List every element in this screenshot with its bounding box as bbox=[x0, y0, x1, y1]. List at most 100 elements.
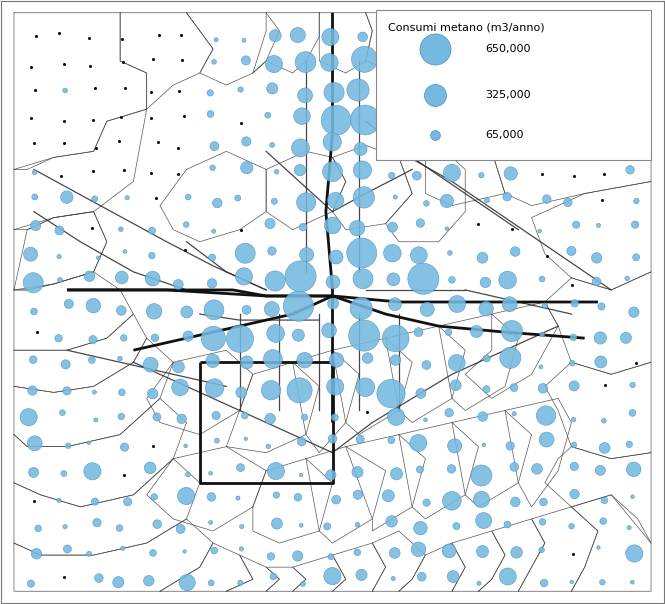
Point bbox=[239, 411, 250, 420]
Point bbox=[150, 333, 160, 342]
Point bbox=[597, 60, 607, 69]
Point bbox=[624, 165, 635, 175]
Point bbox=[209, 305, 219, 315]
Point bbox=[531, 464, 542, 474]
Point bbox=[116, 412, 126, 422]
Point bbox=[293, 301, 304, 311]
Point bbox=[537, 330, 547, 339]
Point bbox=[480, 278, 491, 288]
Point bbox=[0, 593, 11, 603]
Point bbox=[476, 91, 487, 101]
Point bbox=[570, 37, 581, 47]
Point bbox=[88, 301, 98, 310]
Point bbox=[149, 492, 160, 502]
Point bbox=[23, 413, 34, 422]
Point bbox=[64, 299, 74, 309]
Text: 65,000: 65,000 bbox=[485, 130, 523, 140]
Point bbox=[211, 35, 221, 45]
Point bbox=[352, 467, 363, 477]
Point bbox=[330, 382, 340, 391]
Point bbox=[327, 137, 338, 147]
Point bbox=[122, 497, 133, 507]
Point bbox=[477, 36, 487, 45]
Point bbox=[415, 218, 426, 228]
Point bbox=[59, 469, 69, 478]
Point bbox=[236, 522, 247, 532]
Point bbox=[271, 466, 281, 476]
Point bbox=[412, 171, 422, 181]
Point bbox=[569, 415, 579, 425]
Point bbox=[31, 31, 42, 40]
Point bbox=[538, 497, 549, 507]
FancyBboxPatch shape bbox=[376, 10, 651, 161]
Point bbox=[626, 37, 636, 47]
Point bbox=[328, 277, 338, 287]
Point bbox=[536, 109, 547, 118]
Point bbox=[358, 274, 368, 284]
Point bbox=[600, 140, 611, 150]
Point bbox=[540, 301, 551, 310]
Point bbox=[31, 220, 41, 230]
Point bbox=[183, 331, 194, 341]
Point bbox=[567, 577, 577, 587]
Point bbox=[628, 307, 639, 317]
Point bbox=[599, 380, 610, 390]
Point bbox=[356, 570, 367, 580]
Point bbox=[386, 435, 397, 445]
Point bbox=[477, 547, 488, 556]
Point bbox=[241, 434, 251, 444]
Point bbox=[205, 469, 216, 478]
Point bbox=[119, 471, 130, 480]
Point bbox=[84, 271, 95, 281]
Point bbox=[90, 496, 100, 506]
Point bbox=[180, 245, 191, 255]
Point bbox=[510, 497, 521, 507]
Point bbox=[537, 517, 548, 527]
Point bbox=[452, 299, 462, 309]
Point bbox=[390, 548, 400, 558]
Point bbox=[446, 464, 457, 474]
Point bbox=[90, 143, 101, 153]
Point bbox=[267, 140, 277, 150]
Point bbox=[86, 223, 97, 233]
Point bbox=[414, 35, 424, 45]
Point bbox=[207, 163, 218, 173]
Point bbox=[181, 491, 192, 501]
Point bbox=[235, 118, 246, 127]
Point bbox=[541, 411, 551, 420]
Point bbox=[416, 572, 427, 582]
Point bbox=[296, 521, 307, 530]
Point bbox=[29, 138, 40, 147]
Point bbox=[360, 382, 370, 392]
Point bbox=[116, 306, 126, 315]
Point bbox=[450, 381, 461, 390]
Point bbox=[324, 57, 334, 67]
Point bbox=[596, 301, 606, 311]
Point bbox=[598, 416, 609, 426]
Point bbox=[593, 220, 604, 230]
Point bbox=[568, 549, 579, 559]
Point bbox=[535, 362, 546, 371]
Point bbox=[295, 143, 306, 153]
Point bbox=[116, 388, 127, 397]
Point bbox=[478, 516, 489, 525]
Point bbox=[505, 441, 515, 451]
Point bbox=[567, 280, 577, 290]
Point bbox=[114, 354, 125, 364]
Point bbox=[535, 226, 545, 236]
Point bbox=[325, 470, 336, 480]
Point bbox=[152, 138, 163, 147]
Point bbox=[146, 114, 156, 123]
Point bbox=[183, 192, 194, 202]
Point bbox=[295, 165, 305, 175]
Point bbox=[472, 57, 483, 67]
Point bbox=[297, 579, 308, 589]
Point bbox=[591, 277, 602, 286]
Point bbox=[358, 193, 369, 202]
Point bbox=[390, 355, 401, 365]
Point bbox=[208, 333, 219, 343]
Point bbox=[566, 246, 577, 255]
Point bbox=[209, 57, 219, 66]
Point bbox=[87, 466, 98, 476]
Point bbox=[331, 196, 341, 205]
